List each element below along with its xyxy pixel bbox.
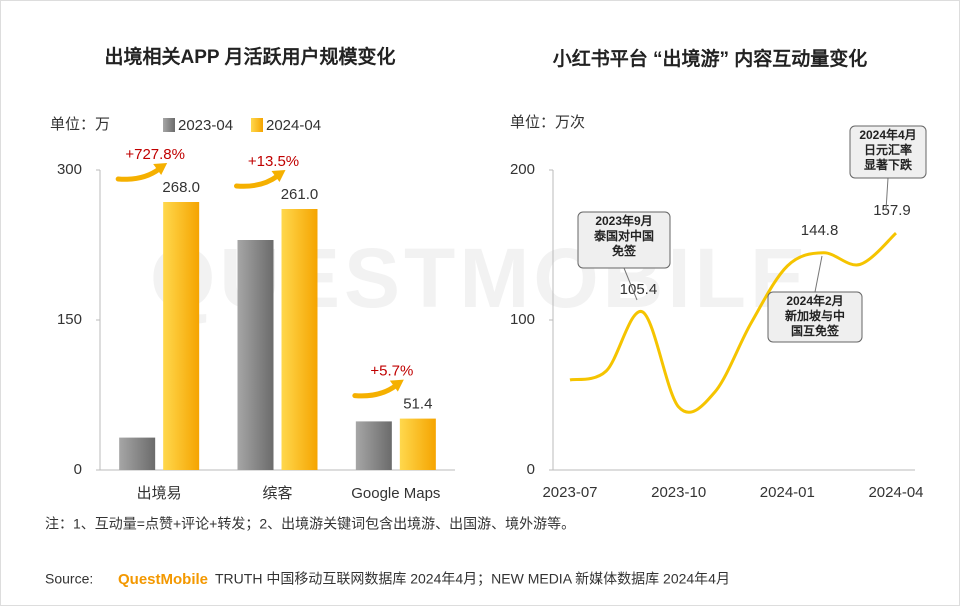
legend-swatch bbox=[163, 118, 175, 132]
bar bbox=[163, 202, 200, 470]
x-tick-label: 2023-07 bbox=[542, 484, 597, 501]
callout-text: 日元汇率 bbox=[864, 142, 912, 157]
x-tick-label: 2024-01 bbox=[760, 484, 815, 501]
legend-label: 2024-04 bbox=[266, 117, 321, 134]
bar bbox=[119, 437, 156, 470]
y-tick-label: 0 bbox=[74, 461, 82, 478]
callout-text: 2023年9月 bbox=[595, 213, 652, 228]
callout-text: 免签 bbox=[612, 243, 637, 258]
x-tick-label: 缤客 bbox=[262, 485, 292, 502]
bar bbox=[237, 240, 274, 470]
note: 注：1、互动量=点赞+评论+转发；2、出境游关键词包含出境游、出国游、境外游等。 bbox=[45, 516, 575, 533]
bar bbox=[281, 209, 318, 470]
callout-pointer bbox=[623, 267, 638, 301]
growth-label: +5.7% bbox=[370, 363, 413, 380]
value-label: 157.9 bbox=[873, 202, 911, 219]
callout-text: 国互免签 bbox=[791, 323, 840, 338]
callout-text: 泰国对中国 bbox=[593, 228, 654, 243]
source-text: TRUTH 中国移动互联网数据库 2024年4月；NEW MEDIA 新媒体数据… bbox=[215, 571, 730, 588]
chart-title: 出境相关APP 月活跃用户规模变化 bbox=[104, 45, 395, 68]
x-tick-label: 出境易 bbox=[137, 484, 182, 502]
x-tick-label: 2024-04 bbox=[868, 484, 923, 501]
callout-box bbox=[767, 291, 863, 343]
growth-arrow bbox=[115, 166, 162, 182]
y-tick-label: 100 bbox=[510, 311, 535, 328]
callout-box bbox=[577, 211, 671, 269]
growth-arrow bbox=[234, 173, 280, 189]
unit-label: 单位：万次 bbox=[510, 114, 585, 131]
growth-arrowhead bbox=[153, 163, 168, 175]
callout-text: 2024年2月 bbox=[786, 293, 843, 308]
callout-pointer bbox=[814, 255, 823, 293]
value-label: 268.0 bbox=[162, 179, 200, 196]
callout-text: 显著下跌 bbox=[864, 157, 913, 172]
callout-box bbox=[849, 125, 927, 179]
value-label: 105.4 bbox=[620, 281, 658, 298]
growth-label: +13.5% bbox=[248, 153, 299, 170]
x-tick-label: 2023-10 bbox=[651, 484, 706, 501]
y-tick-label: 300 bbox=[57, 161, 82, 178]
callout-text: 新加坡与中 bbox=[785, 308, 845, 323]
callout-pointer bbox=[885, 177, 889, 211]
source-brand: QuestMobile bbox=[118, 571, 208, 588]
x-tick-label: Google Maps bbox=[351, 485, 440, 502]
growth-label: +727.8% bbox=[125, 146, 185, 163]
y-tick-label: 0 bbox=[527, 461, 535, 478]
bar bbox=[399, 418, 436, 470]
callout-text: 2024年4月 bbox=[859, 127, 916, 142]
growth-arrowhead bbox=[389, 379, 404, 392]
growth-arrowhead bbox=[271, 170, 286, 182]
bar bbox=[355, 421, 392, 470]
line bbox=[569, 232, 898, 414]
chart-title: 小红书平台 “出境游” 内容互动量变化 bbox=[553, 47, 868, 70]
legend-label: 2023-04 bbox=[178, 117, 233, 134]
unit-label: 单位：万 bbox=[50, 116, 110, 133]
value-label: 51.4 bbox=[403, 396, 432, 413]
value-label: 144.8 bbox=[801, 222, 839, 239]
source-label: Source: bbox=[45, 571, 93, 587]
value-label: 261.0 bbox=[281, 186, 319, 203]
growth-arrow bbox=[352, 383, 399, 399]
y-tick-label: 200 bbox=[510, 161, 535, 178]
legend-swatch bbox=[251, 118, 263, 132]
y-tick-label: 150 bbox=[57, 311, 82, 328]
